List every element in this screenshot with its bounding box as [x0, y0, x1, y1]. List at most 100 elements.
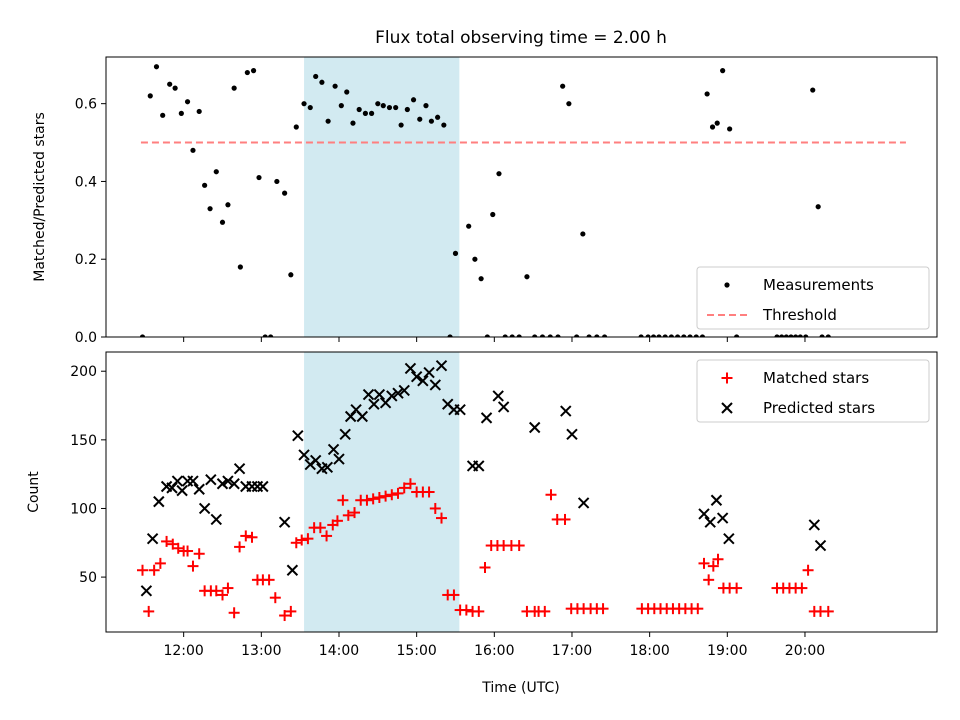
data-point	[404, 478, 416, 490]
data-point	[361, 494, 373, 506]
data-point	[496, 171, 502, 177]
data-point	[539, 334, 546, 337]
data-point	[337, 494, 349, 506]
data-point	[560, 83, 566, 89]
legend-label: Measurements	[763, 276, 874, 294]
data-point	[580, 231, 586, 237]
data-point	[240, 530, 252, 542]
data-point	[497, 401, 510, 413]
data-point	[436, 512, 448, 524]
x-tick-label: 18:00	[629, 643, 669, 659]
data-point	[810, 87, 816, 93]
data-point	[452, 250, 459, 256]
data-point	[675, 334, 681, 337]
data-point	[369, 110, 375, 116]
data-point	[160, 112, 166, 118]
data-point	[693, 334, 699, 337]
data-point	[148, 564, 160, 576]
x-tick-label: 16:00	[474, 643, 514, 659]
y-axis-label: Count	[26, 471, 42, 513]
data-point	[774, 334, 780, 337]
data-point	[797, 334, 803, 337]
data-point	[714, 120, 720, 126]
x-tick-label: 20:00	[785, 643, 825, 659]
data-point	[325, 118, 331, 124]
data-point	[356, 106, 362, 113]
data-point	[198, 502, 211, 515]
data-point	[234, 541, 246, 553]
data-point	[386, 489, 398, 501]
data-point	[190, 147, 196, 153]
data-point	[410, 97, 417, 103]
data-point	[435, 360, 448, 372]
data-point	[362, 388, 375, 401]
data-point	[788, 334, 794, 337]
data-point	[779, 334, 785, 337]
data-point	[473, 460, 485, 472]
chart-title: Flux total observing time = 2.00 h	[375, 28, 667, 48]
highlight-band	[304, 352, 460, 632]
data-point	[176, 484, 188, 497]
data-point	[298, 449, 310, 461]
data-point	[796, 582, 808, 594]
data-point	[166, 482, 178, 494]
data-point	[532, 334, 538, 337]
data-point	[560, 405, 572, 417]
data-point	[331, 515, 343, 527]
data-point	[178, 110, 184, 116]
data-point	[539, 605, 551, 617]
data-point	[559, 513, 571, 525]
data-point	[313, 73, 319, 80]
data-point	[454, 403, 466, 416]
data-point	[577, 497, 590, 509]
data-point	[704, 91, 710, 97]
data-point	[398, 482, 410, 494]
data-point	[367, 493, 379, 505]
data-point	[244, 69, 250, 76]
data-point	[460, 604, 472, 616]
data-point	[692, 603, 704, 615]
legend-label: Threshold	[762, 306, 837, 324]
data-point	[566, 101, 572, 107]
data-point	[274, 178, 280, 185]
legend-marker	[721, 402, 733, 414]
data-point	[825, 334, 831, 337]
legend-marker	[724, 282, 730, 288]
data-point	[586, 334, 592, 337]
data-point	[423, 486, 435, 498]
data-point	[716, 512, 729, 524]
data-point	[380, 103, 386, 109]
data-point	[783, 334, 789, 337]
data-point	[210, 513, 222, 526]
data-point	[319, 79, 325, 85]
data-point	[225, 202, 231, 208]
data-point	[386, 104, 393, 111]
data-point	[222, 475, 234, 487]
data-point	[814, 539, 827, 552]
data-point	[566, 428, 578, 441]
data-point	[478, 276, 484, 282]
data-point	[404, 106, 410, 113]
data-point	[398, 384, 410, 397]
x-tick-label: 19:00	[707, 643, 747, 659]
data-point	[321, 461, 334, 474]
y-tick-label: 100	[70, 501, 97, 517]
data-point	[167, 81, 173, 87]
x-axis-label: Time (UTC)	[481, 680, 559, 696]
data-point	[196, 108, 202, 115]
y-tick-label: 0.0	[75, 330, 97, 346]
y-tick-label: 0.2	[75, 252, 97, 268]
data-point	[216, 589, 228, 601]
data-point	[140, 585, 153, 597]
data-point	[547, 334, 553, 337]
data-point	[309, 454, 322, 467]
data-point	[712, 553, 724, 565]
data-point	[404, 362, 417, 375]
data-point	[681, 334, 687, 337]
data-point	[380, 490, 392, 502]
data-point	[278, 516, 291, 528]
data-point	[668, 334, 674, 337]
series-measurements	[139, 64, 831, 337]
data-point	[656, 334, 662, 337]
data-point	[139, 334, 146, 337]
